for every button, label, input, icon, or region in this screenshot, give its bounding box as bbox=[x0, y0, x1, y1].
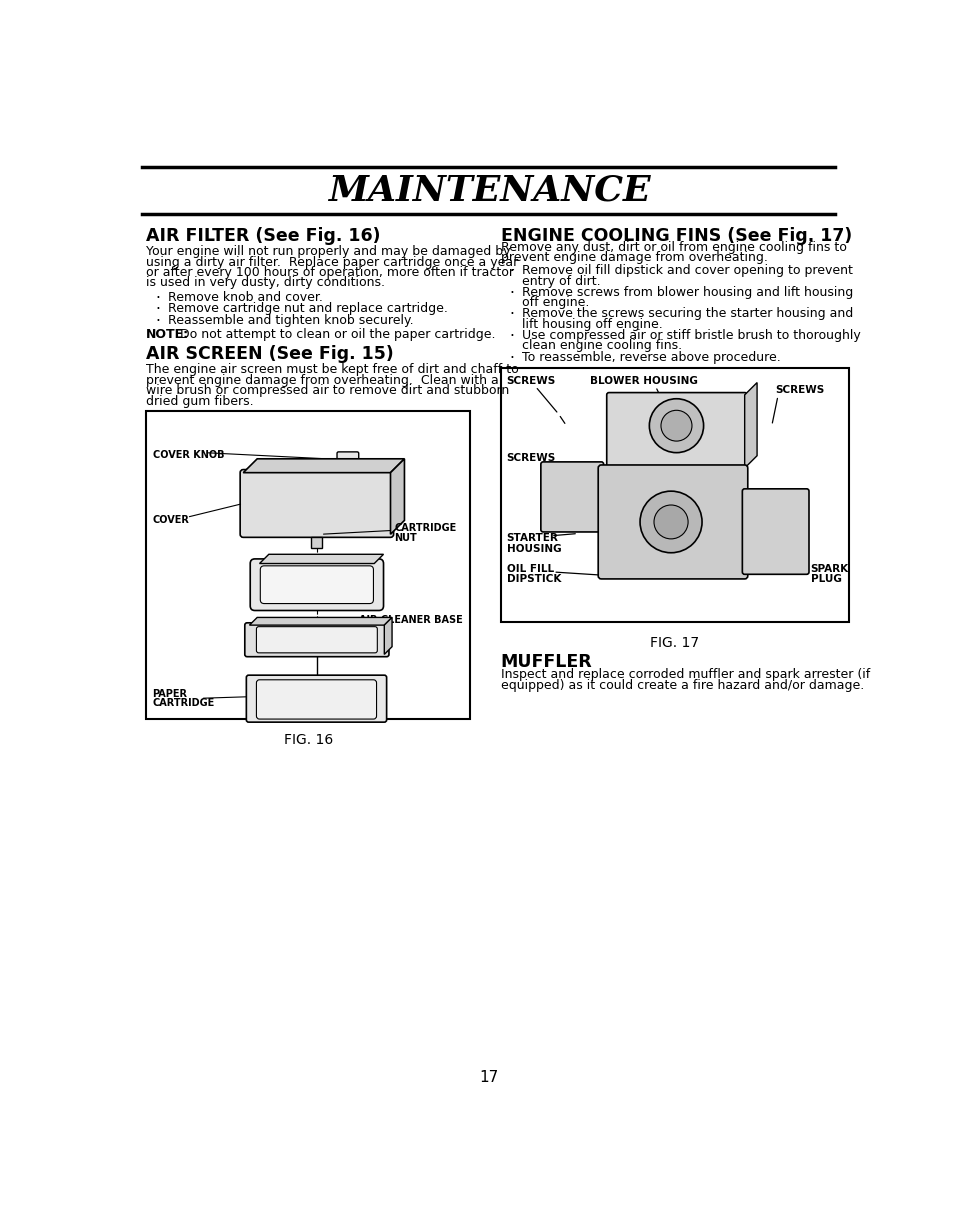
Text: Do not attempt to clean or oil the paper cartridge.: Do not attempt to clean or oil the paper… bbox=[172, 328, 495, 341]
Text: ·: · bbox=[155, 313, 160, 329]
Text: ·: · bbox=[509, 265, 515, 279]
Text: off engine.: off engine. bbox=[521, 296, 589, 310]
Text: Remove cartridge nut and replace cartridge.: Remove cartridge nut and replace cartrid… bbox=[168, 303, 448, 316]
Circle shape bbox=[649, 399, 703, 453]
Text: NOTE:: NOTE: bbox=[146, 328, 190, 341]
Polygon shape bbox=[259, 554, 383, 564]
Text: Your engine will not run properly and may be damaged by: Your engine will not run properly and ma… bbox=[146, 245, 511, 258]
Text: SCREWS: SCREWS bbox=[506, 375, 556, 385]
Text: dried gum fibers.: dried gum fibers. bbox=[146, 395, 253, 407]
Text: PLUG: PLUG bbox=[810, 575, 841, 584]
Text: CARTRIDGE: CARTRIDGE bbox=[394, 522, 456, 532]
Polygon shape bbox=[243, 459, 404, 473]
FancyBboxPatch shape bbox=[741, 488, 808, 575]
FancyBboxPatch shape bbox=[250, 559, 383, 610]
Text: Remove any dust, dirt or oil from engine cooling fins to: Remove any dust, dirt or oil from engine… bbox=[500, 241, 845, 254]
Text: MAINTENANCE: MAINTENANCE bbox=[327, 174, 650, 208]
Text: FIG. 17: FIG. 17 bbox=[650, 635, 699, 650]
Text: Remove oil fill dipstick and cover opening to prevent: Remove oil fill dipstick and cover openi… bbox=[521, 265, 852, 277]
Text: is used in very dusty, dirty conditions.: is used in very dusty, dirty conditions. bbox=[146, 276, 385, 289]
Circle shape bbox=[639, 491, 701, 553]
FancyBboxPatch shape bbox=[336, 452, 358, 469]
Text: ENGINE COOLING FINS: ENGINE COOLING FINS bbox=[593, 491, 724, 501]
Text: equipped) as it could create a fire hazard and/or damage.: equipped) as it could create a fire haza… bbox=[500, 679, 862, 691]
Text: DIPSTICK: DIPSTICK bbox=[506, 575, 560, 584]
FancyBboxPatch shape bbox=[256, 680, 376, 719]
Text: Use compressed air or stiff bristle brush to thoroughly: Use compressed air or stiff bristle brus… bbox=[521, 329, 861, 343]
Text: CARTRIDGE: CARTRIDGE bbox=[152, 699, 214, 708]
Text: BLOWER HOUSING: BLOWER HOUSING bbox=[589, 375, 698, 385]
FancyBboxPatch shape bbox=[540, 462, 603, 532]
Text: PAPER: PAPER bbox=[152, 689, 188, 699]
Text: prevent engine damage from overheating.: prevent engine damage from overheating. bbox=[500, 252, 766, 264]
FancyBboxPatch shape bbox=[606, 392, 746, 470]
Polygon shape bbox=[384, 617, 392, 655]
Text: ·: · bbox=[155, 292, 160, 306]
Text: HOUSING: HOUSING bbox=[506, 543, 560, 554]
Text: lift housing off engine.: lift housing off engine. bbox=[521, 318, 662, 330]
Text: ·: · bbox=[509, 307, 515, 322]
Polygon shape bbox=[744, 383, 757, 468]
Text: AIR CLEANER BASE: AIR CLEANER BASE bbox=[359, 615, 463, 625]
Text: MUFFLER: MUFFLER bbox=[500, 652, 592, 671]
Text: SPARK: SPARK bbox=[810, 564, 848, 575]
Text: COVER: COVER bbox=[152, 515, 190, 525]
Text: or after every 100 hours of operation, more often if tractor: or after every 100 hours of operation, m… bbox=[146, 266, 514, 279]
Text: To reassemble, reverse above procedure.: To reassemble, reverse above procedure. bbox=[521, 351, 781, 363]
FancyBboxPatch shape bbox=[598, 465, 747, 578]
Text: SCREWS: SCREWS bbox=[775, 385, 824, 395]
Text: ·: · bbox=[509, 351, 515, 366]
Text: COVER KNOB: COVER KNOB bbox=[152, 450, 224, 459]
Text: AIR SCREEN (See Fig. 15): AIR SCREEN (See Fig. 15) bbox=[146, 345, 394, 363]
Text: STARTER: STARTER bbox=[506, 533, 558, 543]
Polygon shape bbox=[249, 617, 392, 626]
Bar bbox=[146, 411, 470, 719]
Text: 17: 17 bbox=[478, 1069, 498, 1085]
FancyBboxPatch shape bbox=[246, 676, 386, 722]
Text: entry of dirt.: entry of dirt. bbox=[521, 275, 600, 288]
Circle shape bbox=[660, 411, 691, 441]
FancyBboxPatch shape bbox=[260, 566, 373, 604]
Circle shape bbox=[654, 505, 687, 539]
Text: ·: · bbox=[155, 303, 160, 317]
Text: SCREWS: SCREWS bbox=[506, 453, 556, 463]
Text: ENGINE COOLING FINS (See Fig. 17): ENGINE COOLING FINS (See Fig. 17) bbox=[500, 227, 851, 244]
Text: AIR FILTER (See Fig. 16): AIR FILTER (See Fig. 16) bbox=[146, 227, 380, 244]
FancyBboxPatch shape bbox=[256, 627, 377, 652]
Bar bbox=[500, 368, 848, 622]
Text: Inspect and replace corroded muffler and spark arrester (if: Inspect and replace corroded muffler and… bbox=[500, 668, 869, 682]
Polygon shape bbox=[390, 459, 404, 535]
Text: OIL FILL: OIL FILL bbox=[506, 564, 554, 575]
Text: NUT: NUT bbox=[394, 533, 416, 543]
Text: The engine air screen must be kept free of dirt and chaff to: The engine air screen must be kept free … bbox=[146, 363, 518, 377]
Text: ·: · bbox=[509, 329, 515, 344]
FancyBboxPatch shape bbox=[240, 469, 394, 537]
Text: prevent engine damage from overheating.  Clean with a: prevent engine damage from overheating. … bbox=[146, 374, 498, 386]
Text: Remove the screws securing the starter housing and: Remove the screws securing the starter h… bbox=[521, 307, 853, 321]
FancyBboxPatch shape bbox=[311, 537, 322, 548]
Text: wire brush or compressed air to remove dirt and stubborn: wire brush or compressed air to remove d… bbox=[146, 384, 509, 397]
Text: Reassemble and tighten knob securely.: Reassemble and tighten knob securely. bbox=[168, 313, 414, 327]
Text: clean engine cooling fins.: clean engine cooling fins. bbox=[521, 339, 681, 352]
Text: FIG. 16: FIG. 16 bbox=[283, 733, 333, 747]
Text: ·: · bbox=[509, 286, 515, 301]
FancyBboxPatch shape bbox=[245, 623, 389, 656]
Text: using a dirty air filter.  Replace paper cartridge once a year: using a dirty air filter. Replace paper … bbox=[146, 255, 518, 269]
Text: Remove screws from blower housing and lift housing: Remove screws from blower housing and li… bbox=[521, 286, 853, 299]
Text: Remove knob and cover.: Remove knob and cover. bbox=[168, 292, 323, 304]
